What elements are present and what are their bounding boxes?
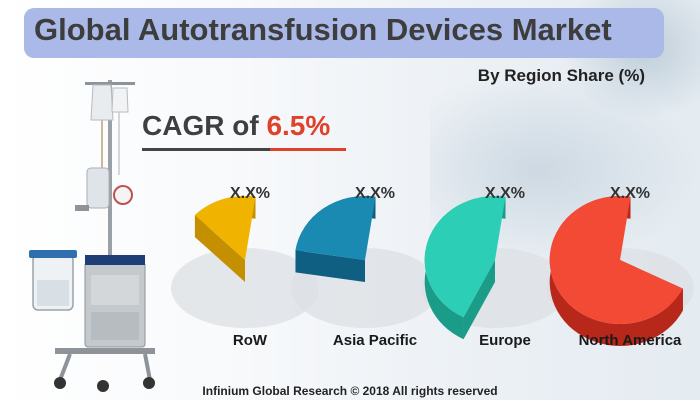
pie-asia-pacific [291,196,439,328]
chart-title: Global Autotransfusion Devices Market [34,12,612,47]
cagr-label: CAGR of [142,110,267,141]
pie-north-america [546,196,694,346]
pie-value-label: X.X% [354,185,396,202]
pie-value-label: X.X% [229,185,271,202]
pie-category-label: RoW [232,332,268,349]
pie-base-disk [171,248,319,328]
cagr-callout: CAGR of 6.5% [142,110,330,142]
pie-wedge [424,196,506,318]
pie-wedge-side [295,250,365,282]
copyright-footer: Infinium Global Research © 2018 All righ… [202,384,498,398]
autotransfusion-device-illustration [29,80,155,392]
pie-wedge [194,196,256,260]
pie-row [171,196,319,328]
pie-europe [421,196,569,340]
title-banner [24,8,664,58]
pie-value-label: X.X% [609,185,651,202]
cagr-underline-accent [270,148,346,151]
pie-wedge-side [463,260,495,340]
pie-category-label: North America [578,332,682,349]
cagr-underline [142,148,270,151]
pie-category-label: Europe [479,332,531,349]
pie-wedge-side [194,215,245,282]
pie-wedge [549,196,683,324]
cagr-value: 6.5% [266,110,331,141]
pie-category-label: Asia Pacific [332,332,418,349]
chart-subtitle: By Region Share (%) [477,66,645,85]
pie-wedge [295,196,376,260]
pie-value-label: X.X% [484,185,526,202]
